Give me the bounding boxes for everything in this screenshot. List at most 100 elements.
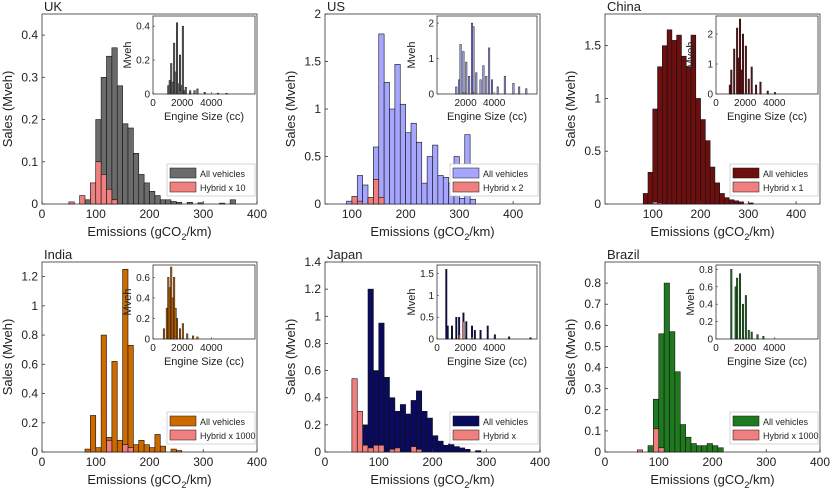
x-tick-label: 200 <box>691 207 711 221</box>
bar-all <box>421 182 428 205</box>
inset-bar-all <box>196 336 199 340</box>
bar-all <box>405 413 412 453</box>
inset-bar-all <box>181 25 184 95</box>
inset-bar-all <box>747 78 750 95</box>
chart-title: US <box>327 0 345 14</box>
inset-y-tick-label: 0.4 <box>136 293 150 304</box>
inset-bar-all <box>482 65 485 95</box>
inset-bar-all <box>508 336 511 340</box>
y-tick-label: 1.4 <box>304 255 321 269</box>
y-axis-label: Sales (Mveh) <box>0 71 15 148</box>
bar-all <box>717 447 724 453</box>
bar-all <box>647 172 654 205</box>
bar-all <box>373 370 380 453</box>
chart-title: China <box>607 0 642 14</box>
bar-all <box>719 193 725 205</box>
x-tick-label: 400 <box>530 455 550 469</box>
y-axis-label: Sales (Mveh) <box>563 319 578 396</box>
y-tick-label: 0.6 <box>304 364 321 378</box>
x-tick-label: 400 <box>786 207 806 221</box>
chart-panel-india: 0 100 200 300 40000.20.40.60.811.2IndiaEmiss… <box>0 247 267 490</box>
inset-bar-all <box>184 86 187 95</box>
inset-bar-hybrid <box>173 92 176 95</box>
bar-all <box>733 200 740 205</box>
inset-bar-all <box>181 323 184 340</box>
inset-x-tick-label: 0 <box>713 343 719 354</box>
bar-all <box>426 156 433 205</box>
y-tick-label: 0.6 <box>21 357 38 371</box>
inset-bar-all <box>216 92 219 95</box>
inset-x-axis-label: Engine Size (cc) <box>164 111 244 123</box>
inset-bar-all <box>496 86 499 95</box>
bar-all <box>378 33 385 205</box>
y-tick-label: 0.5 <box>584 144 601 158</box>
inset-x-tick-label: 4000 <box>200 98 223 109</box>
legend-swatch-all <box>732 167 760 179</box>
y-tick-label: 0.2 <box>304 418 321 432</box>
bar-hybrid <box>362 444 369 453</box>
bar-all <box>133 153 140 205</box>
bar-all <box>426 417 433 453</box>
inset-y-tick-label: 0.2 <box>136 314 150 325</box>
bar-hybrid <box>416 448 423 453</box>
y-tick-label: 0.2 <box>21 113 38 127</box>
bar-all <box>111 47 118 205</box>
inset-x-tick-label: 4000 <box>483 98 506 109</box>
inset-bar-all <box>756 334 759 340</box>
inset-bar-hybrid <box>189 92 192 95</box>
y-tick-label: 0.1 <box>584 424 601 438</box>
inset-bar-all <box>730 69 733 95</box>
bar-all <box>453 446 460 453</box>
bar-all <box>143 182 150 205</box>
inset-bar-all <box>193 90 196 95</box>
y-tick-label: 0.3 <box>584 382 601 396</box>
y-axis-label: Sales (Mveh) <box>563 71 578 148</box>
inset-bar-all <box>503 76 506 95</box>
bar-all <box>724 197 730 205</box>
bar-all <box>127 127 134 205</box>
inset-y-tick-label: 1 <box>707 60 713 71</box>
inset-bar-all <box>525 88 528 95</box>
y-tick-label: 2 <box>314 7 321 21</box>
x-tick-label: 0 <box>39 455 46 469</box>
bar-all <box>170 201 177 205</box>
inset-bar-all <box>493 334 496 340</box>
legend-swatch-hybrid <box>169 429 197 441</box>
legend-label-hybrid: Hybrid x 1000 <box>763 431 819 441</box>
bar-hybrid <box>389 448 396 453</box>
bar-all <box>106 55 113 205</box>
bar-all <box>416 141 423 205</box>
inset-bar-all <box>512 83 515 95</box>
y-tick-label: 0.5 <box>304 150 321 164</box>
legend-label-hybrid: Hybrid x 1000 <box>200 431 256 441</box>
inset-x-tick-label: 2000 <box>734 343 757 354</box>
bar-all <box>116 85 123 205</box>
inset-y-tick-label: 0 <box>428 335 434 346</box>
bar-all <box>642 193 649 205</box>
bar-all <box>362 184 369 205</box>
x-tick-label: 300 <box>193 455 213 469</box>
inset-bar-all <box>455 86 458 95</box>
y-tick-label: 0.6 <box>584 318 601 332</box>
x-tick-label: 200 <box>139 455 159 469</box>
bar-all <box>469 198 476 205</box>
chart-title: India <box>44 247 73 262</box>
inset-y-tick-label: 0.6 <box>699 282 713 293</box>
y-tick-label: 0.7 <box>584 297 601 311</box>
bar-all <box>84 448 91 453</box>
inset-bar-all <box>192 335 195 340</box>
bar-all <box>394 410 401 453</box>
bar-hybrid <box>657 202 663 205</box>
inset-bar-all <box>491 79 493 95</box>
bar-all <box>410 122 417 205</box>
y-tick-label: 1.2 <box>304 282 321 296</box>
bar-all <box>706 443 713 453</box>
bar-all <box>122 123 129 205</box>
y-tick-label: 1 <box>314 309 321 323</box>
inset-y-tick-label: 2 <box>428 19 434 30</box>
legend-swatch-hybrid <box>452 181 480 193</box>
legend-swatch-all <box>732 415 760 427</box>
y-tick-label: 0 <box>31 197 38 211</box>
inset-bar-all <box>529 337 532 340</box>
